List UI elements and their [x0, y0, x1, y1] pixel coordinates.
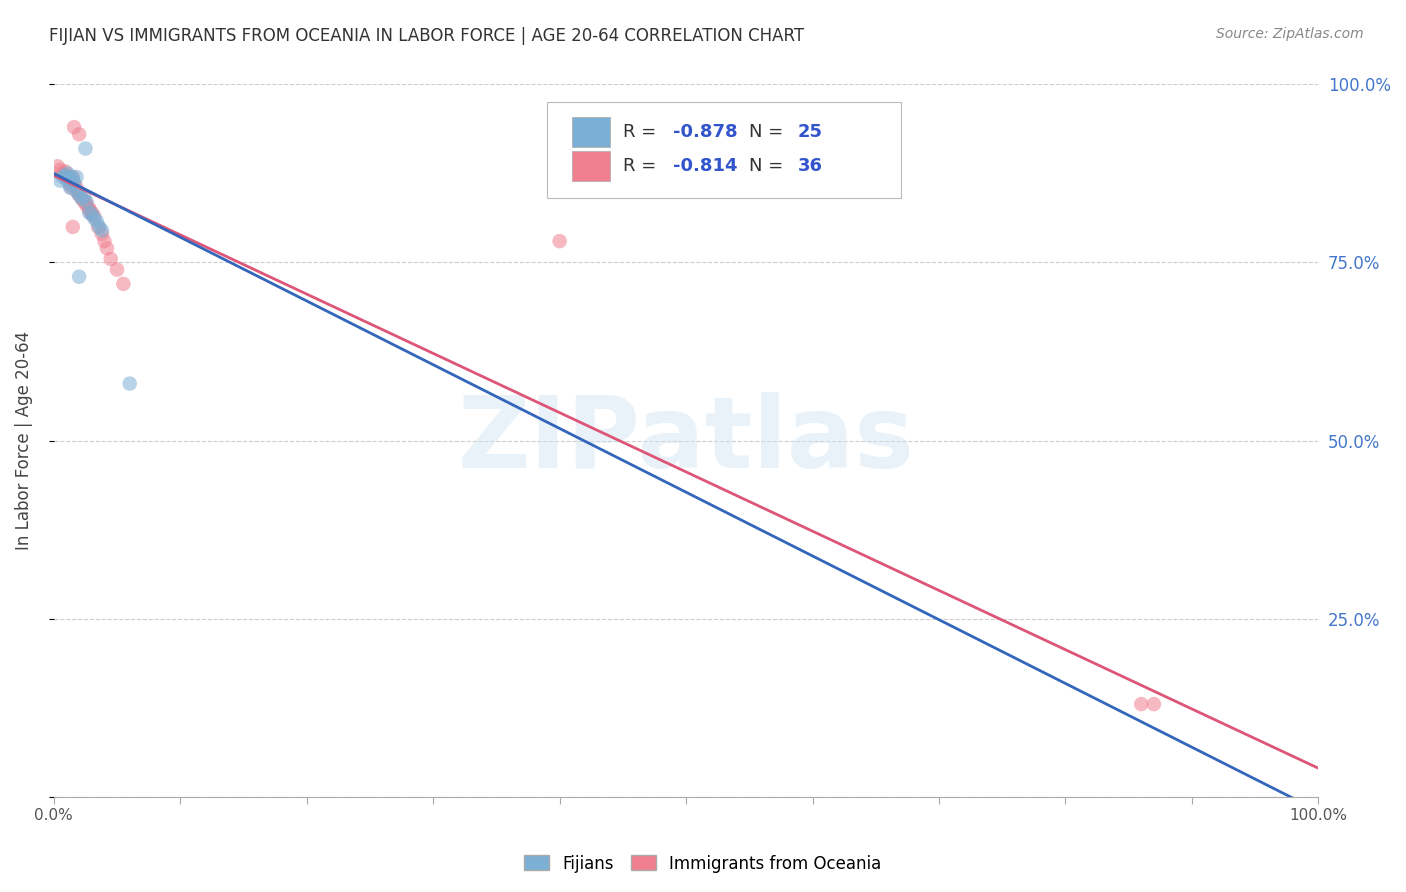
Legend: Fijians, Immigrants from Oceania: Fijians, Immigrants from Oceania	[517, 848, 889, 880]
Point	[75, 142, 97, 156]
Point	[60, 180, 83, 194]
Point	[63, 176, 86, 190]
Text: -0.814: -0.814	[673, 157, 738, 176]
Point	[77, 202, 100, 216]
FancyBboxPatch shape	[547, 103, 901, 198]
Point	[100, 252, 122, 266]
Point	[70, 191, 93, 205]
Text: R =: R =	[623, 157, 662, 176]
Point	[70, 191, 93, 205]
Point	[67, 187, 90, 202]
Point	[112, 277, 135, 291]
Text: 25: 25	[797, 123, 823, 141]
Y-axis label: In Labor Force | Age 20-64: In Labor Force | Age 20-64	[15, 331, 32, 550]
Point	[67, 187, 90, 202]
Point	[83, 211, 105, 226]
Point	[58, 173, 80, 187]
Point	[548, 234, 571, 248]
Point	[90, 227, 112, 241]
Point	[77, 202, 100, 216]
Point	[73, 190, 96, 204]
Point	[58, 177, 80, 191]
Point	[53, 164, 76, 178]
Point	[65, 169, 87, 184]
Point	[52, 169, 75, 184]
Point	[62, 171, 84, 186]
Point	[80, 207, 103, 221]
Point	[77, 205, 100, 219]
Point	[1143, 697, 1166, 711]
Point	[105, 262, 128, 277]
Point	[76, 198, 98, 212]
Point	[55, 171, 77, 186]
Point	[56, 166, 79, 180]
Point	[59, 177, 82, 191]
Point	[53, 169, 76, 183]
Text: 36: 36	[797, 157, 823, 176]
Point	[75, 194, 97, 209]
Point	[63, 176, 86, 190]
Point	[60, 169, 83, 184]
Text: N =: N =	[749, 157, 789, 176]
Point	[63, 120, 86, 135]
Point	[56, 171, 79, 186]
Point	[52, 166, 75, 180]
Point	[86, 214, 108, 228]
Point	[67, 128, 90, 142]
Point	[65, 184, 87, 198]
Point	[90, 223, 112, 237]
Point	[1130, 697, 1153, 711]
Point	[67, 269, 90, 284]
Point	[55, 169, 77, 183]
Point	[46, 159, 69, 173]
FancyBboxPatch shape	[572, 117, 610, 147]
Point	[62, 169, 84, 184]
Point	[49, 173, 72, 187]
Point	[73, 194, 96, 209]
Text: -0.878: -0.878	[673, 123, 738, 141]
Text: ZIPatlas: ZIPatlas	[457, 392, 914, 489]
Point	[49, 162, 72, 177]
FancyBboxPatch shape	[572, 152, 610, 181]
Point	[59, 180, 82, 194]
Point	[65, 180, 87, 194]
Point	[80, 205, 103, 219]
Point	[118, 376, 141, 391]
Point	[89, 219, 111, 234]
Point	[66, 186, 89, 200]
Point	[93, 234, 115, 248]
Point	[87, 219, 110, 234]
Point	[96, 241, 118, 255]
Text: Source: ZipAtlas.com: Source: ZipAtlas.com	[1216, 27, 1364, 41]
Text: FIJIAN VS IMMIGRANTS FROM OCEANIA IN LABOR FORCE | AGE 20-64 CORRELATION CHART: FIJIAN VS IMMIGRANTS FROM OCEANIA IN LAB…	[49, 27, 804, 45]
Point	[80, 207, 103, 221]
Point	[83, 209, 105, 223]
Point	[62, 219, 84, 234]
Point	[76, 194, 98, 209]
Text: R =: R =	[623, 123, 662, 141]
Text: N =: N =	[749, 123, 789, 141]
